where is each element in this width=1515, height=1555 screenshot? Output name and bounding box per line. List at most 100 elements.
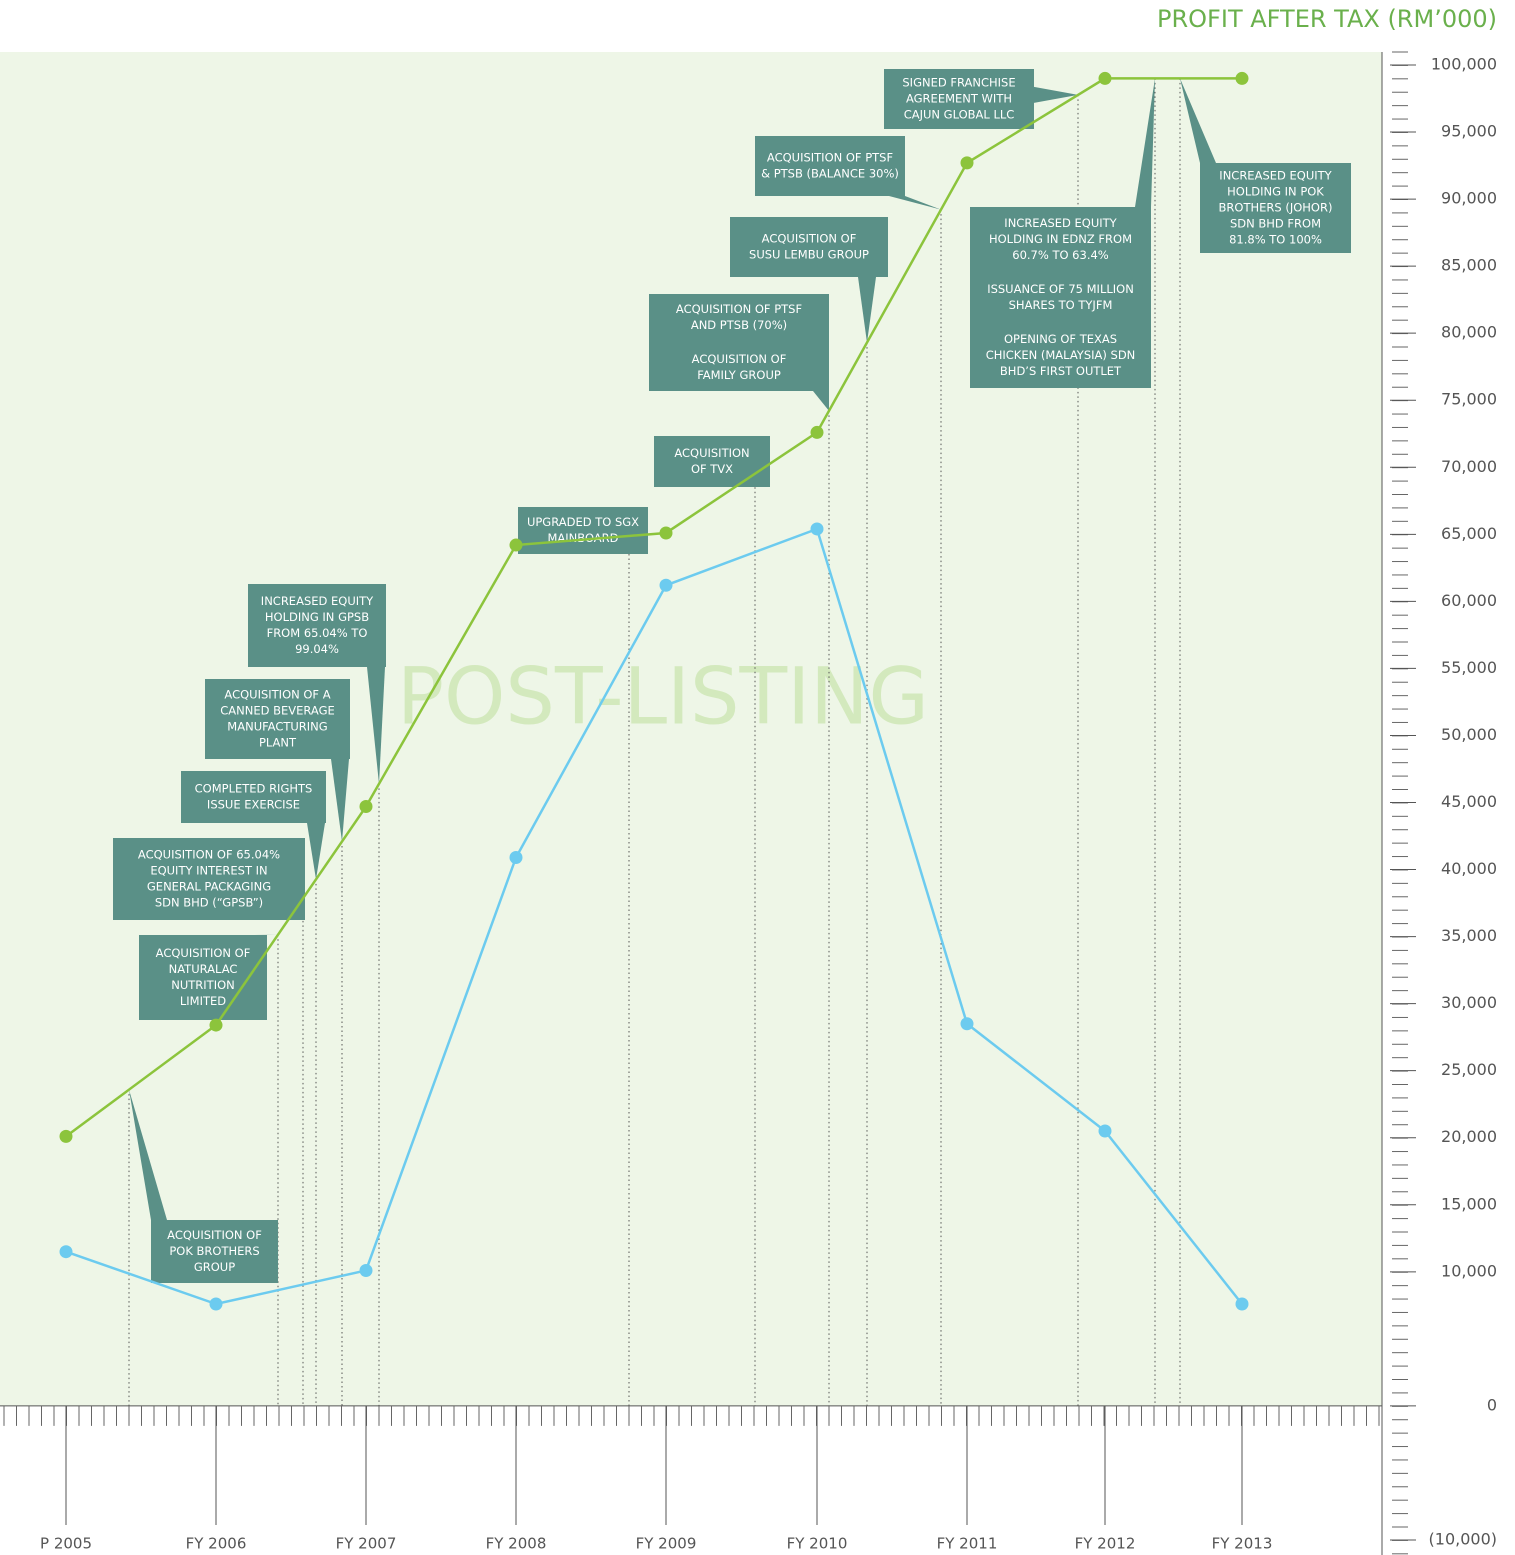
callout-text: POK BROTHERS — [169, 1244, 259, 1258]
callout-text: 60.7% TO 63.4% — [1012, 248, 1109, 262]
callout-text: GENERAL PACKAGING — [147, 880, 271, 894]
callout-text: ACQUISITION OF PTSF — [676, 302, 802, 316]
data-point — [810, 522, 824, 536]
y-tick-label: 100,000 — [1431, 55, 1497, 74]
callout-text: AGREEMENT WITH — [906, 92, 1012, 106]
data-point — [209, 1297, 223, 1311]
callout-box — [649, 294, 829, 391]
callout-text: CAJUN GLOBAL LLC — [904, 108, 1015, 122]
callout-pointer — [858, 277, 876, 343]
callout-text: SHARES TO TYJFM — [1009, 298, 1113, 312]
y-tick-label: 10,000 — [1441, 1261, 1497, 1280]
callout-text: OF TVX — [691, 462, 733, 476]
callout-text: ACQUISITION — [674, 446, 749, 460]
callout-text: GROUP — [194, 1260, 235, 1274]
data-point — [359, 1263, 373, 1277]
callout-box — [181, 771, 326, 823]
callout-text: ACQUISITION OF 65.04% — [138, 848, 280, 862]
data-point — [960, 1017, 974, 1031]
callout-pointer — [307, 823, 325, 880]
callout-text: BROTHERS (JOHOR) — [1219, 201, 1333, 215]
y-tick-label: 25,000 — [1441, 1060, 1497, 1079]
y-tick-label: 70,000 — [1441, 457, 1497, 476]
y-tick-label: 85,000 — [1441, 256, 1497, 275]
y-tick-label: 20,000 — [1441, 1127, 1497, 1146]
callout-text: ACQUISITION OF — [156, 946, 251, 960]
callout-text: MANUFACTURING — [227, 720, 327, 734]
data-point — [59, 1129, 73, 1143]
y-tick-label: (10,000) — [1429, 1530, 1497, 1549]
y-tick-label: 50,000 — [1441, 725, 1497, 744]
callout-pointer — [129, 1089, 167, 1236]
callout-box — [151, 1220, 278, 1283]
callout-box — [113, 838, 305, 920]
data-point — [209, 1018, 223, 1032]
callout-box — [884, 69, 1034, 129]
callout-text: UPGRADED TO SGX — [527, 515, 639, 529]
callout-text: SUSU LEMBU GROUP — [749, 248, 869, 262]
y-tick-label: 60,000 — [1441, 591, 1497, 610]
callout-pointer — [331, 759, 349, 842]
data-point — [509, 850, 523, 864]
callout-text: SDN BHD (“GPSB”) — [155, 896, 263, 910]
y-tick-label: 90,000 — [1441, 189, 1497, 208]
watermark: POST-LISTING — [397, 652, 929, 742]
callout-text: EQUITY INTEREST IN — [150, 864, 267, 878]
callout-pointer — [1034, 86, 1078, 103]
callout-text: 99.04% — [295, 642, 339, 656]
callout-text: HOLDING IN GPSB — [265, 610, 369, 624]
callout-text: LIMITED — [180, 994, 226, 1008]
callout-text: NUTRITION — [171, 978, 235, 992]
x-tick-label: FY 2007 — [336, 1535, 397, 1553]
callout-box — [970, 207, 1151, 388]
y-tick-label: 75,000 — [1441, 390, 1497, 409]
callout-text: HOLDING IN EDNZ FROM — [989, 232, 1132, 246]
callout-text: HOLDING IN POK — [1227, 185, 1324, 199]
callout-pointer — [1180, 78, 1216, 179]
data-point — [960, 156, 974, 170]
y-tick-label: 15,000 — [1441, 1194, 1497, 1213]
x-tick-label: FY 2012 — [1075, 1535, 1136, 1553]
x-tick-label: FY 2010 — [787, 1535, 848, 1553]
data-point — [1098, 71, 1112, 85]
callout-text: CANNED BEVERAGE — [220, 704, 335, 718]
data-point — [1098, 1124, 1112, 1138]
callout-text: ISSUE EXERCISE — [207, 798, 300, 812]
callout-text: PLANT — [259, 736, 297, 750]
x-tick-label: FY 2006 — [186, 1535, 247, 1553]
callout-text: ACQUISITION OF PTSF — [767, 151, 893, 165]
x-tick-label: FY 2011 — [937, 1535, 998, 1553]
data-point — [509, 538, 523, 552]
callout-text: BHD’S FIRST OUTLET — [1000, 364, 1122, 378]
data-point — [659, 526, 673, 540]
callout-text: INCREASED EQUITY — [1219, 169, 1332, 183]
annotations: SIGNED FRANCHISE AGREEMENT WITH CAJUN GLOB… — [113, 69, 1351, 1406]
data-point — [359, 800, 373, 814]
data-point — [1235, 71, 1249, 85]
callout-text: SIGNED FRANCHISE — [902, 76, 1015, 90]
y-tick-label: 45,000 — [1441, 792, 1497, 811]
y-tick-label: 30,000 — [1441, 993, 1497, 1012]
callout-text: SDN BHD FROM — [1230, 217, 1321, 231]
callout-box — [139, 935, 267, 1020]
callout-text: ISSUANCE OF 75 MILLION — [987, 282, 1134, 296]
callout-box — [248, 584, 386, 667]
callout-text: FAMILY GROUP — [697, 368, 781, 382]
y-tick-label: 35,000 — [1441, 926, 1497, 945]
x-tick-label: FY 2009 — [636, 1535, 697, 1553]
callout-box — [205, 679, 350, 759]
x-tick-label: P 2005 — [40, 1535, 92, 1553]
callout-text: AND PTSB (70%) — [691, 318, 787, 332]
callout-text: CHICKEN (MALAYSIA) SDN — [986, 348, 1136, 362]
callout-text: COMPLETED RIGHTS — [195, 782, 313, 796]
y-tick-label: 95,000 — [1441, 122, 1497, 141]
callout-box — [730, 217, 888, 277]
y-tick-label: 0 — [1487, 1395, 1497, 1414]
callout-pointer — [367, 667, 385, 784]
chart-title: PROFIT AFTER TAX (RM’000) — [1157, 5, 1497, 33]
callout-pointer — [1135, 78, 1155, 223]
x-tick-label: FY 2013 — [1212, 1535, 1273, 1553]
callout-box — [654, 436, 770, 487]
y-tick-label: 40,000 — [1441, 859, 1497, 878]
